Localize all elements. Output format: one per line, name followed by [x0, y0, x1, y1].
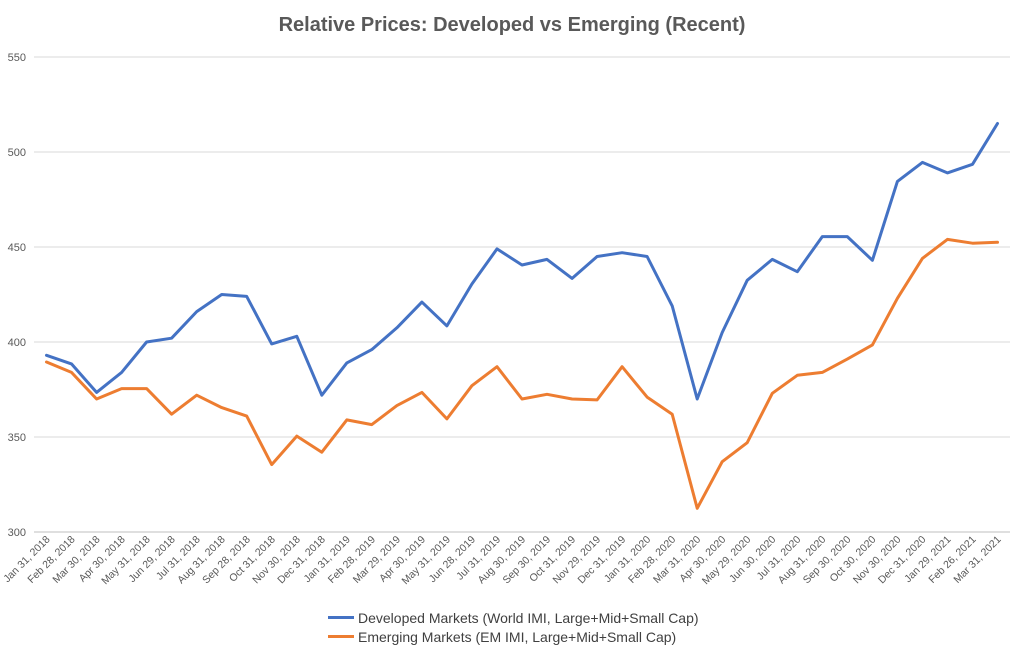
y-tick-label: 550	[8, 52, 26, 64]
legend-swatch-developed	[328, 616, 354, 619]
y-axis-tick-labels: 300 350 400 450 500 550	[8, 52, 26, 539]
legend-swatch-emerging	[328, 635, 354, 638]
y-tick-label: 350	[8, 432, 26, 444]
chart-title: Relative Prices: Developed vs Emerging (…	[278, 14, 746, 36]
legend: Developed Markets (World IMI, Large+Mid+…	[328, 608, 699, 646]
gridlines	[34, 56, 1010, 533]
legend-item-emerging: Emerging Markets (EM IMI, Large+Mid+Smal…	[328, 627, 699, 646]
legend-label-emerging: Emerging Markets (EM IMI, Large+Mid+Smal…	[358, 628, 677, 645]
y-tick-label: 400	[8, 337, 26, 349]
y-tick-label: 500	[8, 147, 26, 159]
series-lines	[45, 122, 999, 510]
y-tick-label: 450	[8, 242, 26, 254]
series-line-developed	[45, 122, 999, 401]
legend-item-developed: Developed Markets (World IMI, Large+Mid+…	[328, 608, 699, 627]
y-tick-label: 300	[8, 527, 26, 539]
series-line-emerging	[45, 237, 999, 510]
legend-label-developed: Developed Markets (World IMI, Large+Mid+…	[358, 609, 699, 626]
